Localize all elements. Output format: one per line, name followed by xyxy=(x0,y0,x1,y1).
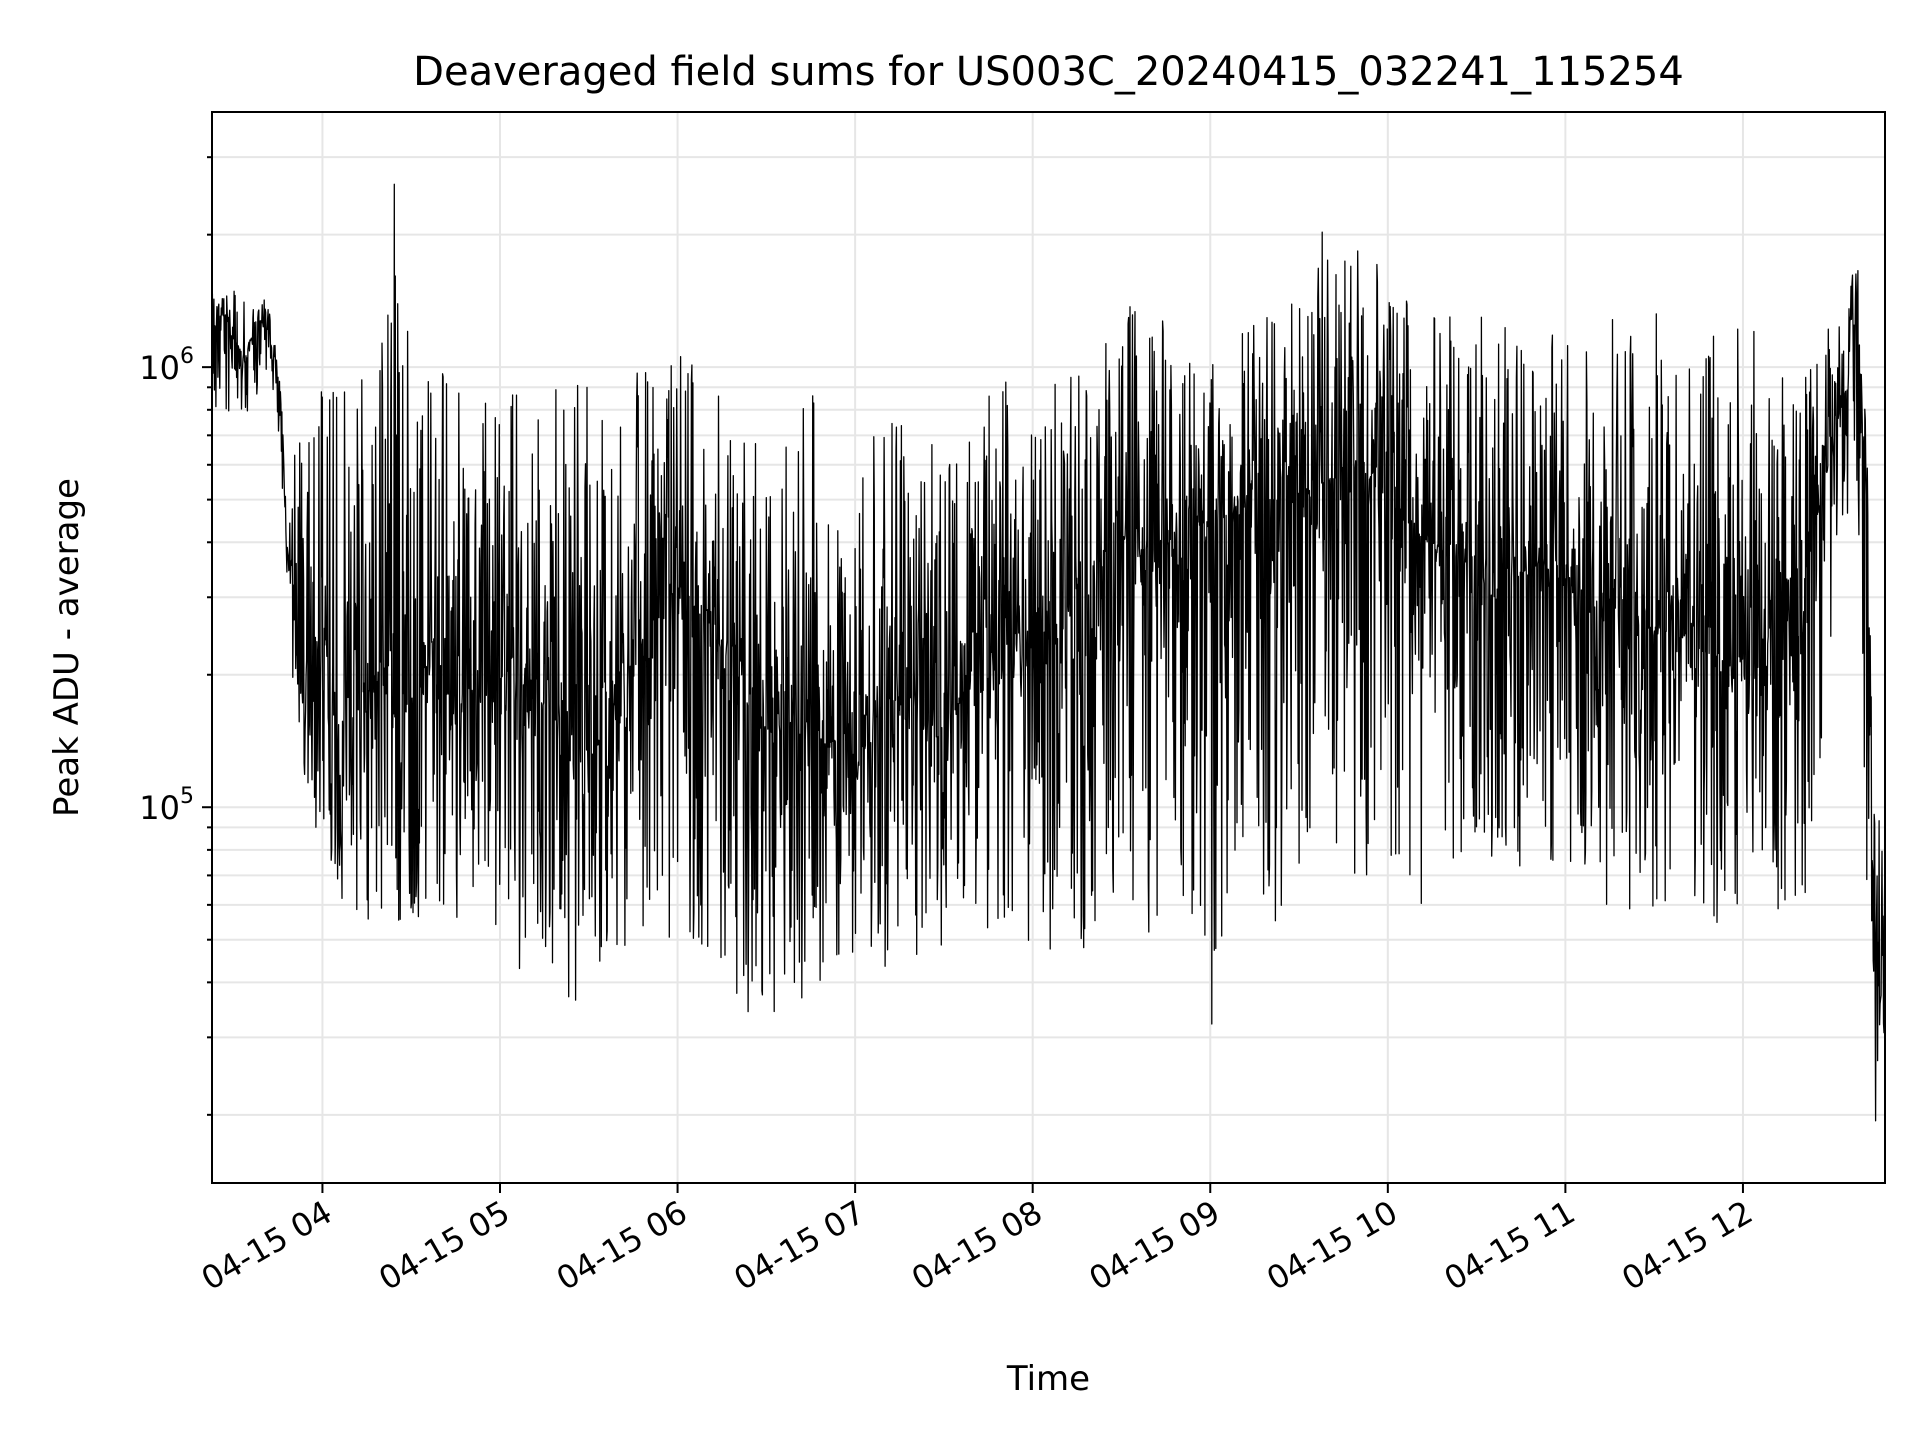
chart-title: Deaveraged field sums for US003C_2024041… xyxy=(413,49,1684,95)
series-line xyxy=(212,183,1885,1122)
plot-frame xyxy=(211,111,1886,1184)
y-tick-label-base: 10 xyxy=(139,789,180,827)
y-tick-label-exponent: 6 xyxy=(180,344,194,369)
y-axis-label: Peak ADU - average xyxy=(47,478,87,817)
series-layer xyxy=(212,183,1885,1122)
y-tick-label-exponent: 5 xyxy=(180,784,194,809)
x-axis-label: Time xyxy=(1006,1359,1090,1399)
y-tick-label: 106 xyxy=(139,344,194,387)
y-tick-label-base: 10 xyxy=(139,349,180,387)
y-tick-label: 105 xyxy=(139,784,194,827)
